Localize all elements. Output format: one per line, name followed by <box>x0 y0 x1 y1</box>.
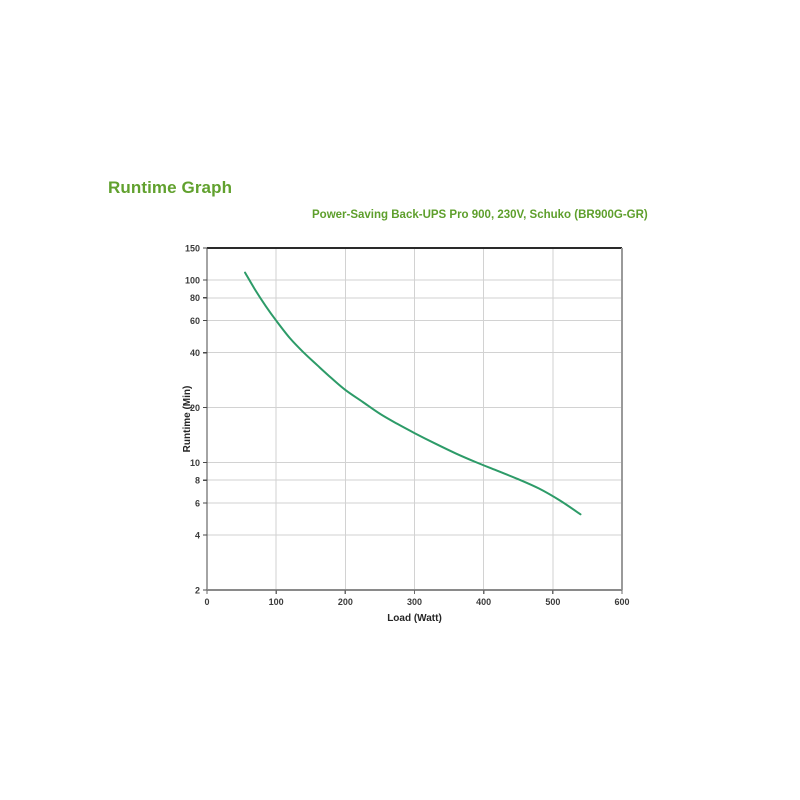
y-axis-tick-label: 4 <box>195 530 200 540</box>
chart-title: Power-Saving Back-UPS Pro 900, 230V, Sch… <box>312 209 648 221</box>
y-axis-title: Runtime (Min) <box>182 386 193 453</box>
runtime-curve <box>244 271 582 516</box>
y-axis-tick-label: 80 <box>190 293 200 303</box>
x-axis-tick-label: 500 <box>545 597 560 607</box>
y-axis-tick-label: 150 <box>185 243 200 253</box>
y-axis-tick-label: 8 <box>195 475 200 485</box>
y-axis-tick-label: 2 <box>195 585 200 595</box>
x-axis-tick-label: 0 <box>204 597 209 607</box>
x-axis-tick-label: 400 <box>476 597 491 607</box>
y-axis-tick-label: 100 <box>185 275 200 285</box>
x-axis-tick-label: 100 <box>269 597 284 607</box>
y-axis-tick-label: 20 <box>190 403 200 413</box>
page-title: Runtime Graph <box>108 178 233 197</box>
x-axis-tick-label: 200 <box>338 597 353 607</box>
x-axis-tick-label: 600 <box>614 597 629 607</box>
x-axis-tick-label: 300 <box>407 597 422 607</box>
y-axis-tick-label: 10 <box>190 458 200 468</box>
y-axis-tick-label: 60 <box>190 316 200 326</box>
y-axis-tick-label: 6 <box>195 498 200 508</box>
x-axis-title: Load (Watt) <box>387 613 442 624</box>
y-axis-tick-label: 40 <box>190 348 200 358</box>
